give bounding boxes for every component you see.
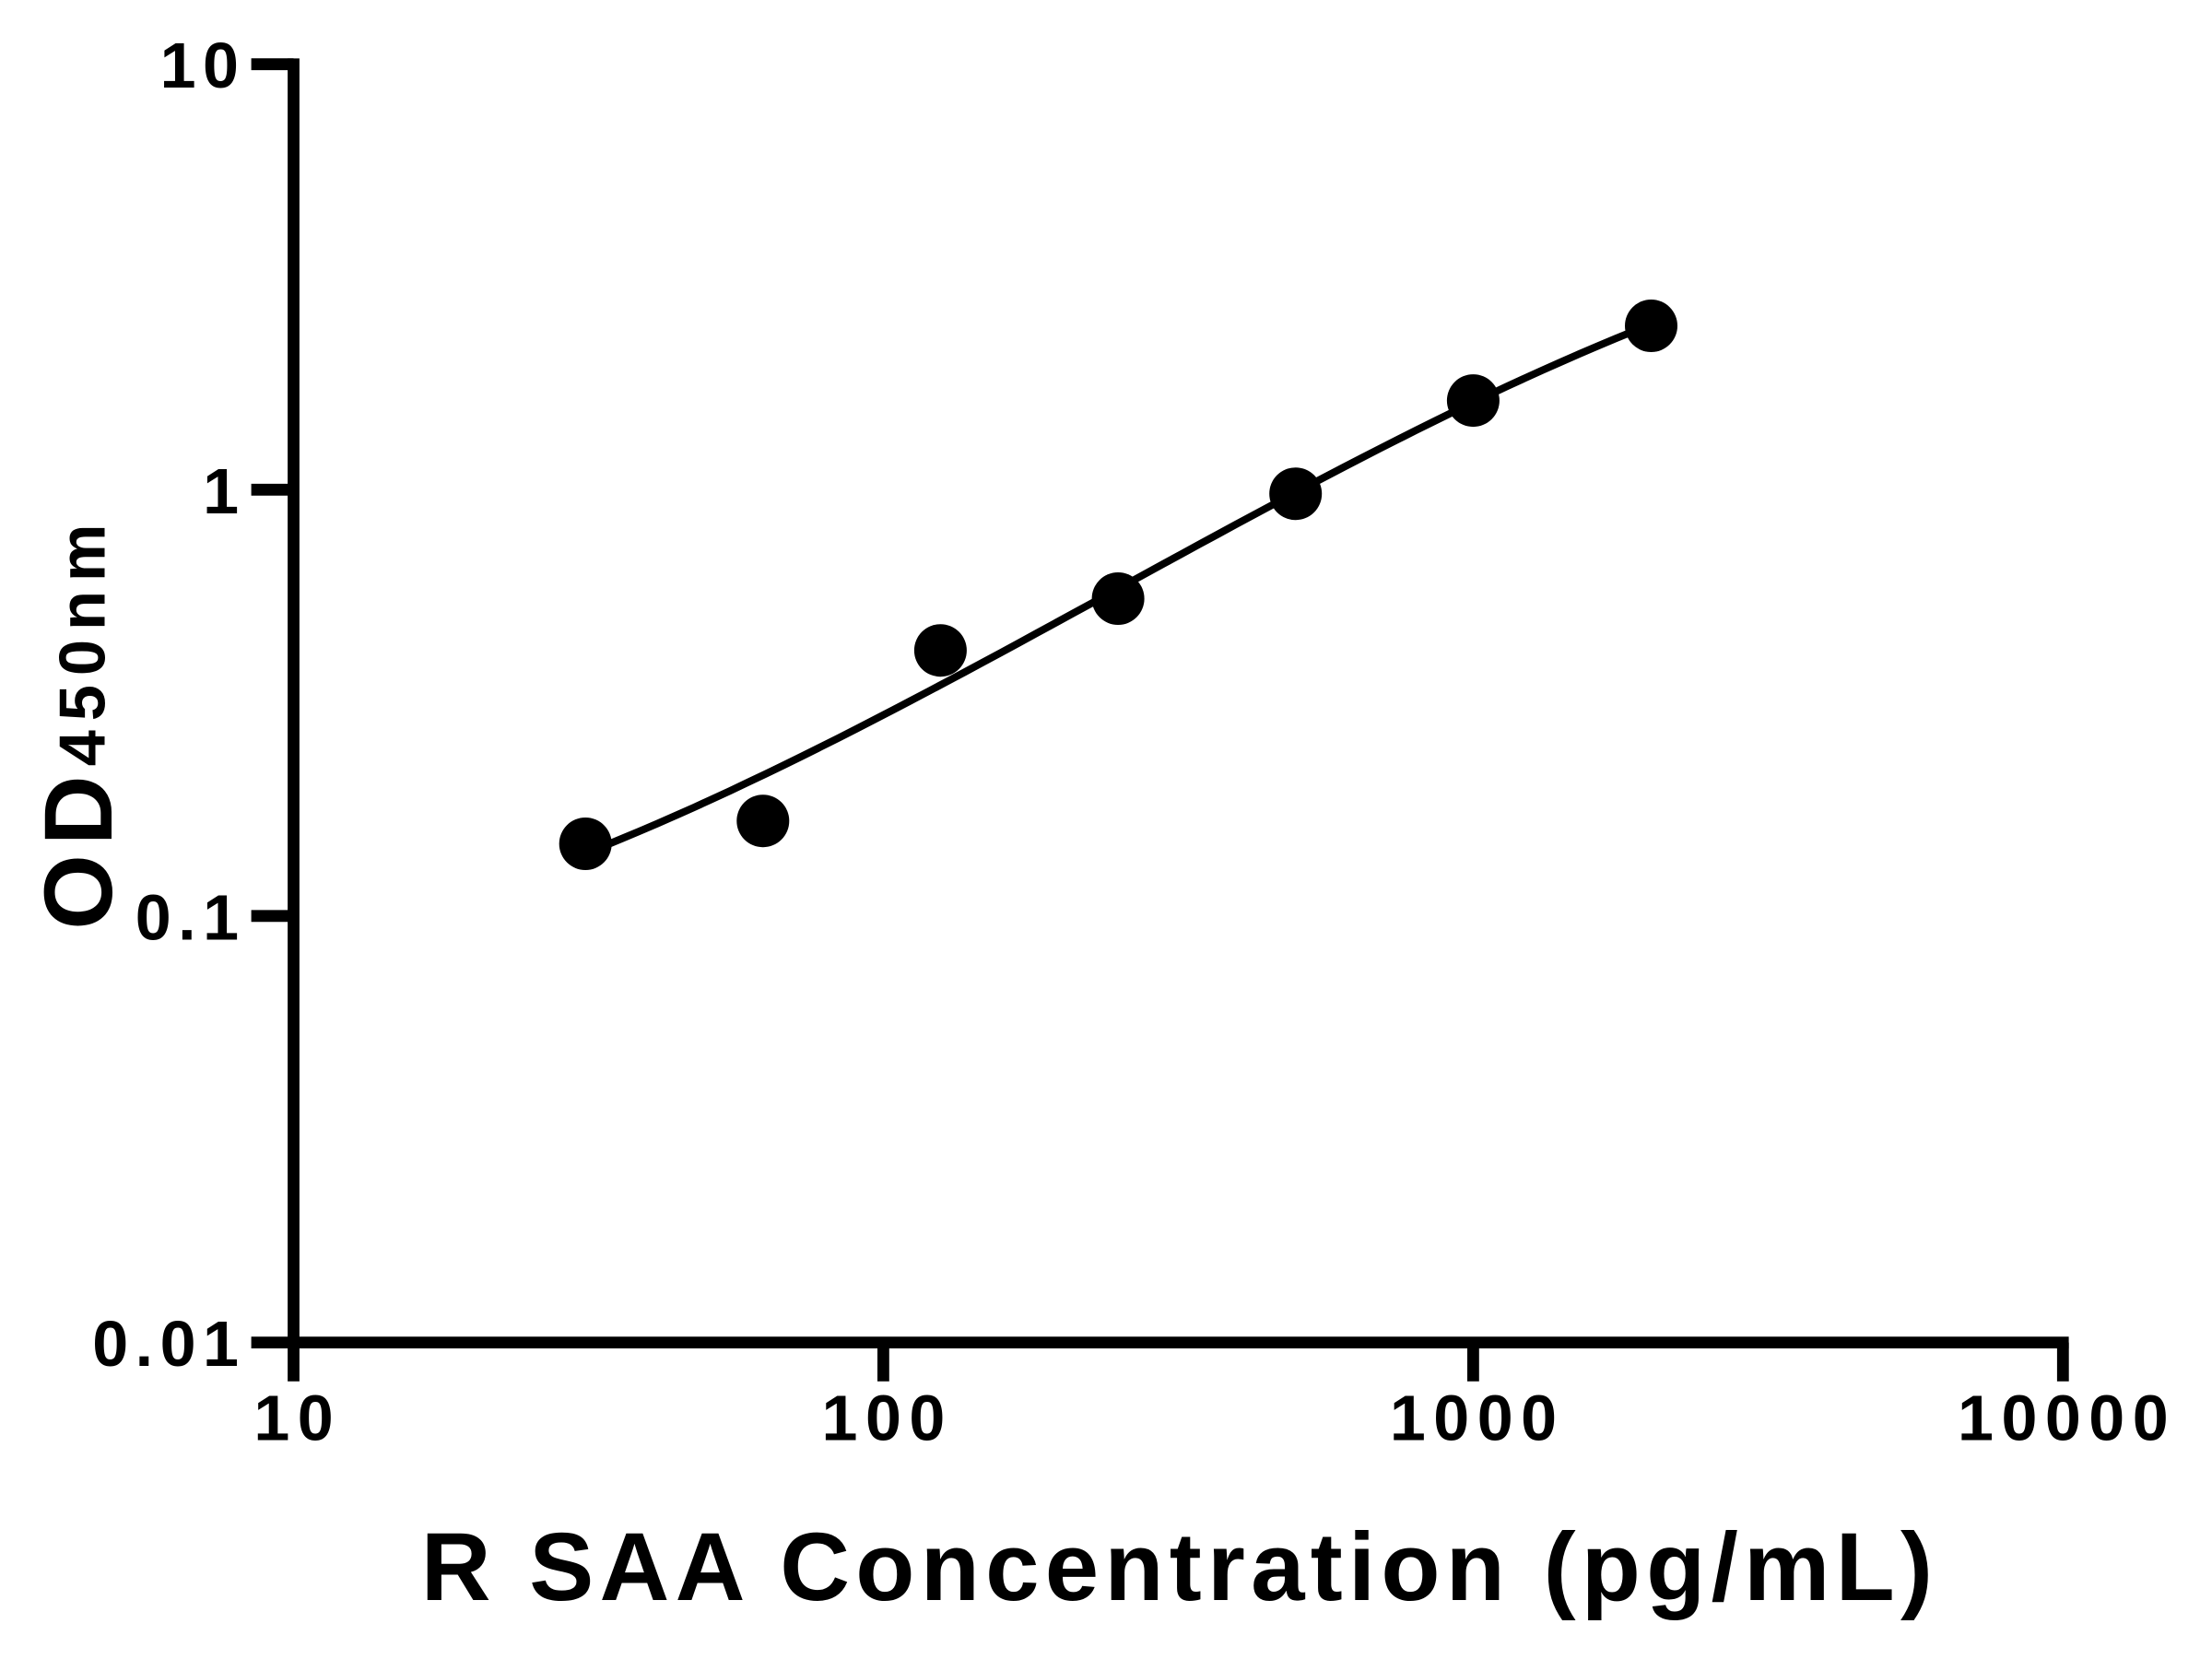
svg-text:1: 1 <box>203 455 239 527</box>
svg-text:R SAA Concentration (pg/mL): R SAA Concentration (pg/mL) <box>421 1513 1938 1621</box>
svg-text:0.1: 0.1 <box>135 881 246 953</box>
svg-text:10000: 10000 <box>1958 1382 2176 1454</box>
svg-text:10: 10 <box>160 29 246 101</box>
svg-text:1000: 1000 <box>1390 1382 1565 1454</box>
svg-text:10: 10 <box>253 1382 341 1454</box>
svg-text:0.01: 0.01 <box>92 1308 245 1380</box>
svg-text:100: 100 <box>822 1382 953 1454</box>
